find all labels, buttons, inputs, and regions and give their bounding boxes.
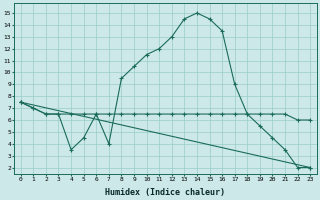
X-axis label: Humidex (Indice chaleur): Humidex (Indice chaleur) [106,188,226,197]
